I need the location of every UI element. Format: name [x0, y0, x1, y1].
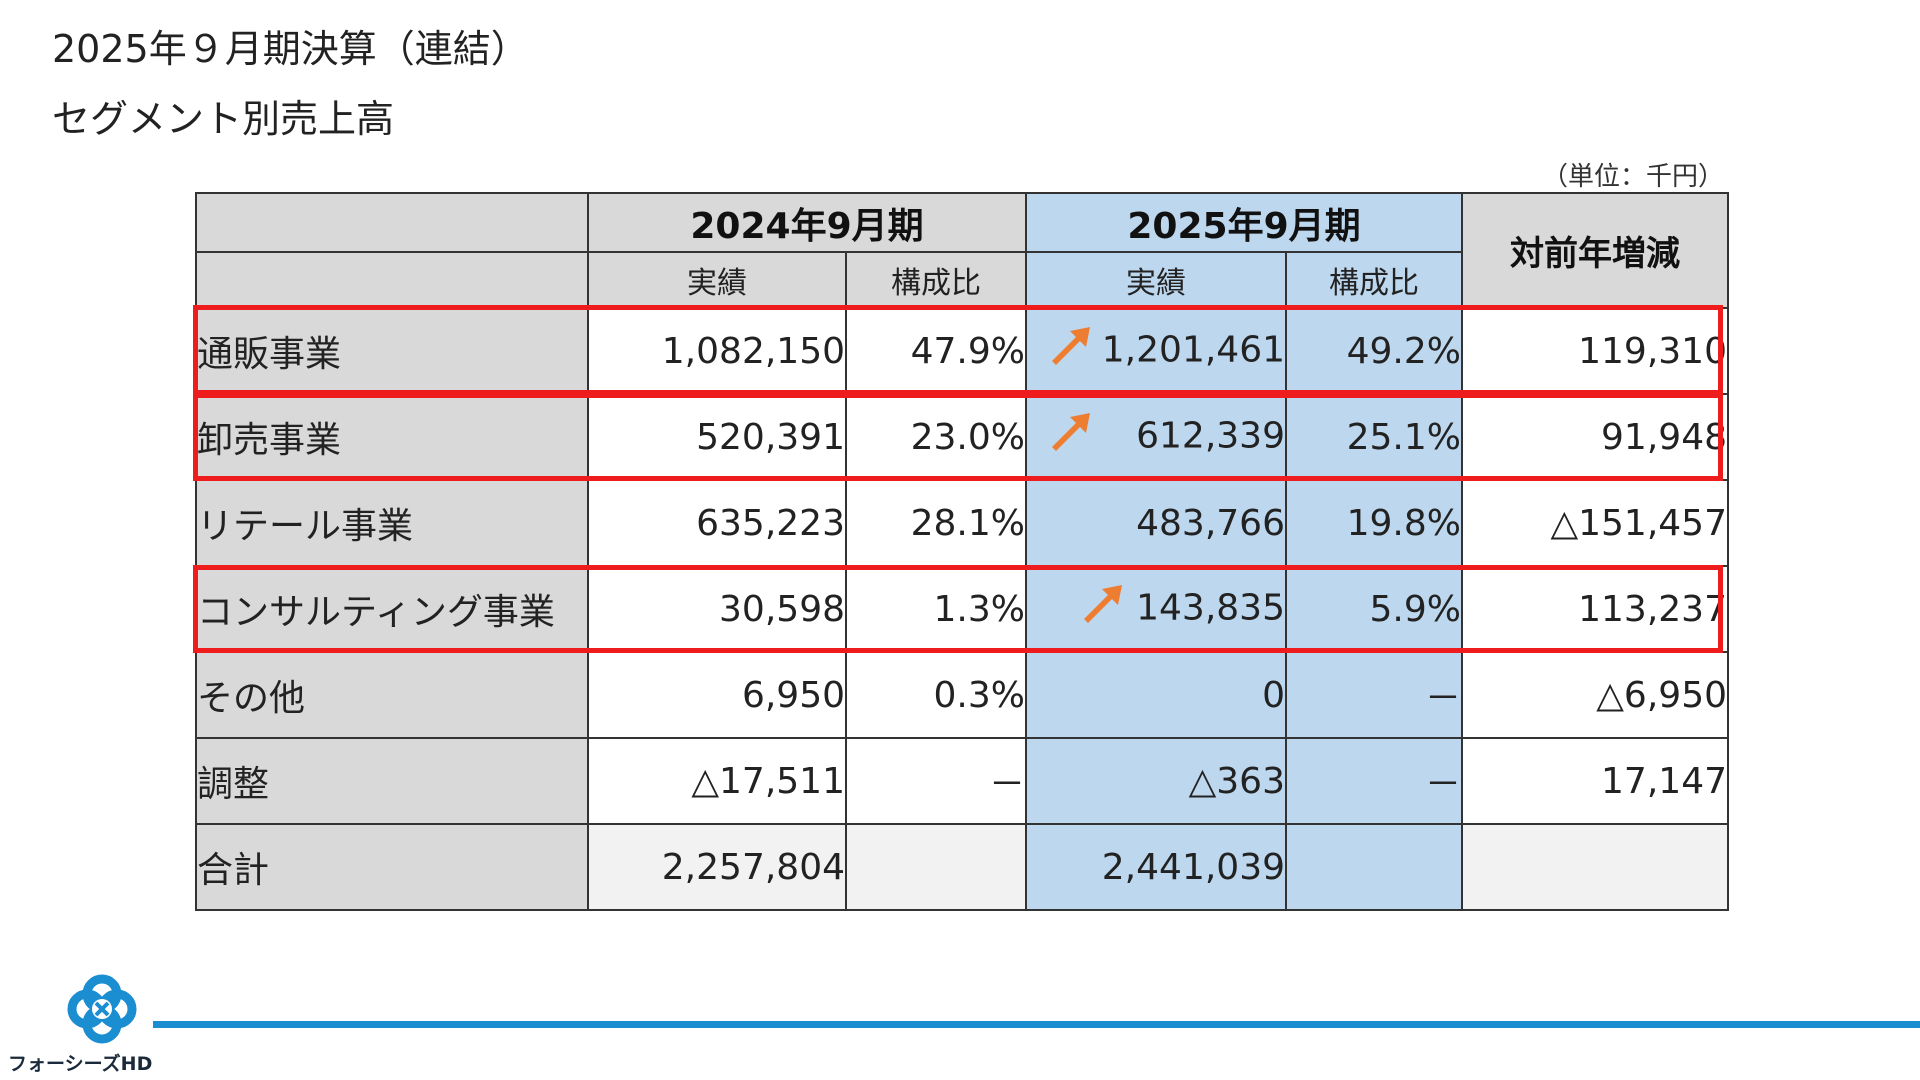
- prev-actual-cell: 2,257,804: [587, 823, 847, 911]
- header-yoy: 対前年増減: [1461, 192, 1729, 309]
- header-prev-actual: 実績: [587, 251, 847, 309]
- header-curr-ratio: 構成比: [1285, 251, 1463, 309]
- yoy-cell: △151,457: [1461, 479, 1729, 567]
- table-row: 調整 △17,511 － △363 － 17,147: [195, 737, 1729, 825]
- segment-label: 通販事業: [195, 307, 589, 395]
- curr-actual-value: 1,201,461: [1101, 329, 1285, 370]
- header-blank: [195, 192, 589, 253]
- up-right-arrow-icon: [1046, 407, 1096, 462]
- curr-ratio-cell: －: [1285, 737, 1463, 825]
- segment-label: コンサルティング事業: [195, 565, 589, 653]
- curr-actual-cell: 143,835: [1025, 565, 1287, 653]
- curr-actual-value: 612,339: [1136, 415, 1285, 456]
- footer-divider: [153, 1021, 1920, 1028]
- prev-actual-cell: △17,511: [587, 737, 847, 825]
- prev-actual-cell: 520,391: [587, 393, 847, 481]
- unit-note: （単位：千円）: [1541, 162, 1724, 192]
- header-curr-actual: 実績: [1025, 251, 1287, 309]
- header-period-curr: 2025年9月期: [1025, 192, 1463, 253]
- segment-label: 調整: [195, 737, 589, 825]
- table-row: その他 6,950 0.3% 0 － △6,950: [195, 651, 1729, 739]
- curr-actual-cell: 1,201,461: [1025, 307, 1287, 395]
- yoy-cell: 113,237: [1461, 565, 1729, 653]
- segment-label: 合計: [195, 823, 589, 911]
- prev-actual-cell: 30,598: [587, 565, 847, 653]
- curr-ratio-cell: [1285, 823, 1463, 911]
- header-prev-ratio: 構成比: [845, 251, 1027, 309]
- table-row: 通販事業 1,082,150 47.9% 1,201,461 49.2% 119…: [195, 307, 1729, 395]
- up-right-arrow-icon: [1078, 579, 1128, 634]
- yoy-cell: 119,310: [1461, 307, 1729, 395]
- table-row: 卸売事業 520,391 23.0% 612,339 25.1% 91,948: [195, 393, 1729, 481]
- curr-actual-cell: △363: [1025, 737, 1287, 825]
- curr-actual-value: 143,835: [1136, 587, 1285, 628]
- page-subtitle: セグメント別売上高: [52, 97, 395, 141]
- table-row: リテール事業 635,223 28.1% 483,766 19.8% △151,…: [195, 479, 1729, 567]
- table-row-total: 合計 2,257,804 2,441,039: [195, 823, 1729, 911]
- prev-actual-cell: 6,950: [587, 651, 847, 739]
- up-right-arrow-icon: [1046, 321, 1096, 376]
- prev-actual-cell: 635,223: [587, 479, 847, 567]
- four-leaf-clover-logo-icon: [10, 972, 170, 1072]
- prev-ratio-cell: 23.0%: [845, 393, 1027, 481]
- curr-actual-cell: 0: [1025, 651, 1287, 739]
- prev-ratio-cell: 28.1%: [845, 479, 1027, 567]
- header-period-prev: 2024年9月期: [587, 192, 1027, 253]
- prev-ratio-cell: 1.3%: [845, 565, 1027, 653]
- yoy-cell: [1461, 823, 1729, 911]
- curr-actual-cell: 612,339: [1025, 393, 1287, 481]
- yoy-cell: △6,950: [1461, 651, 1729, 739]
- curr-ratio-cell: 49.2%: [1285, 307, 1463, 395]
- yoy-cell: 17,147: [1461, 737, 1729, 825]
- segment-label: 卸売事業: [195, 393, 589, 481]
- page-title: 2025年９月期決算（連結）: [52, 27, 529, 71]
- yoy-cell: 91,948: [1461, 393, 1729, 481]
- company-name: フォーシーズHD: [8, 1053, 153, 1075]
- prev-actual-cell: 1,082,150: [587, 307, 847, 395]
- prev-ratio-cell: 47.9%: [845, 307, 1027, 395]
- table-row: コンサルティング事業 30,598 1.3% 143,835 5.9% 113,…: [195, 565, 1729, 653]
- prev-ratio-cell: [845, 823, 1027, 911]
- prev-ratio-cell: －: [845, 737, 1027, 825]
- segment-label: その他: [195, 651, 589, 739]
- curr-ratio-cell: 25.1%: [1285, 393, 1463, 481]
- prev-ratio-cell: 0.3%: [845, 651, 1027, 739]
- segment-label: リテール事業: [195, 479, 589, 567]
- header-blank-sub: [195, 251, 589, 309]
- curr-ratio-cell: 19.8%: [1285, 479, 1463, 567]
- curr-ratio-cell: 5.9%: [1285, 565, 1463, 653]
- segment-sales-table: 2024年9月期 2025年9月期 対前年増減 実績 構成比 実績 構成比 通販…: [195, 192, 1729, 911]
- curr-actual-cell: 483,766: [1025, 479, 1287, 567]
- curr-actual-cell: 2,441,039: [1025, 823, 1287, 911]
- curr-ratio-cell: －: [1285, 651, 1463, 739]
